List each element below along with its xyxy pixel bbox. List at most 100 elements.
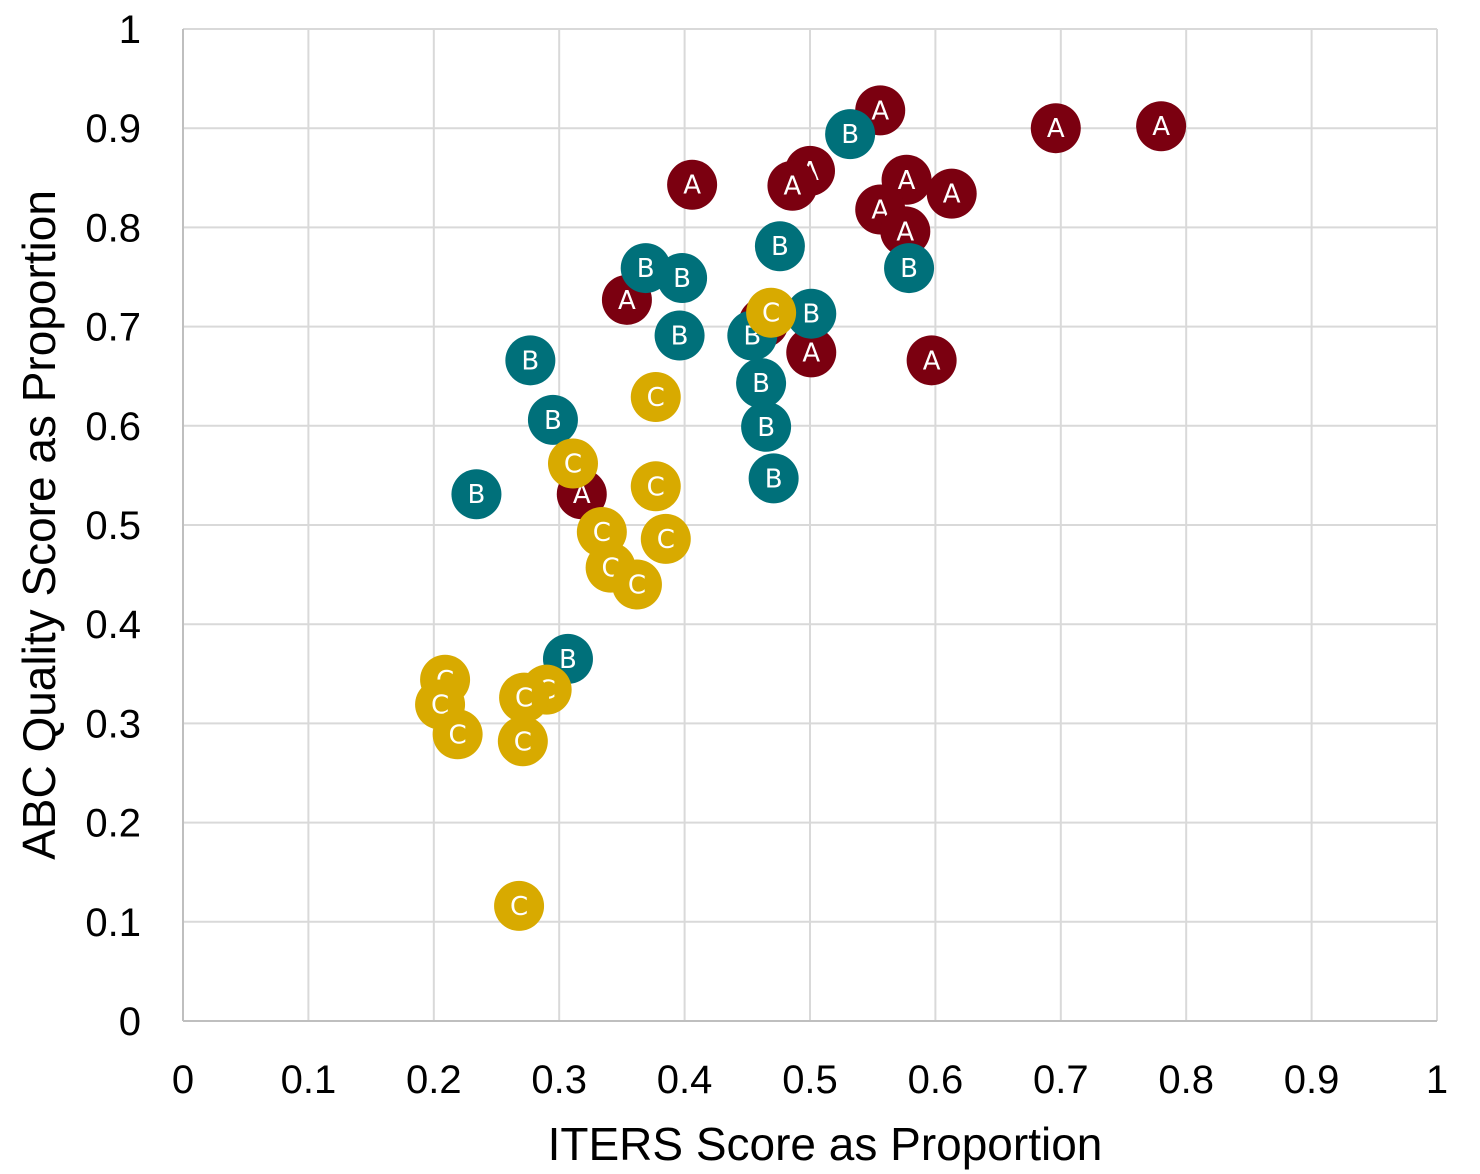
data-point-c: C [432,709,483,760]
data-point-label: B [468,480,486,510]
data-marker [432,709,483,760]
data-marker [926,168,977,219]
data-point-label: C [564,449,582,479]
data-point-a: A [786,327,837,378]
axes [182,29,1437,1022]
x-axis-title: ITERS Score as Proportion [548,1118,1103,1170]
data-marker [499,672,550,723]
data-point-a: A [767,160,818,211]
data-point-b: B [741,401,792,452]
x-tick-label: 1 [1426,1058,1448,1102]
x-tick-label: 0.3 [531,1058,587,1102]
data-marker [884,243,935,294]
data-point-b: B [754,221,805,272]
data-marker [654,310,705,361]
data-point-c: C [630,461,681,512]
data-marker [667,159,718,210]
data-point-c: C [547,438,598,489]
x-tick-label: 0.1 [281,1058,337,1102]
data-point-label: B [757,413,775,443]
data-point-label: A [618,286,636,316]
data-marker [494,880,545,931]
data-marker [505,335,556,386]
data-point-label: A [1152,112,1170,142]
data-marker [547,438,598,489]
y-axis-title: ABC Quality Score as Proportion [13,190,65,860]
data-point-label: B [765,464,783,494]
data-point-label: C [762,299,780,329]
x-tick-label: 0.6 [908,1058,964,1102]
data-marker [767,160,818,211]
data-point-label: C [593,518,611,548]
data-point-label: A [683,171,701,201]
data-point-label: B [802,300,820,330]
data-point-label: B [841,120,859,150]
data-point-label: A [784,172,802,202]
x-tick-labels: 0 0.1 0.2 0.3 0.4 0.5 0.6 0.7 0.8 0.9 1 [172,1058,1448,1102]
data-point-c: C [640,513,691,564]
y-tick-label: 0.3 [85,702,141,746]
data-point-label: B [637,254,655,284]
data-marker [825,109,876,160]
data-marker [786,288,837,339]
data-marker [497,716,548,767]
y-tick-labels: 0 0.1 0.2 0.3 0.4 0.5 0.6 0.7 0.8 0.9 1 [85,8,141,1044]
data-point-c: C [611,559,662,610]
x-tick-label: 0.4 [657,1058,713,1102]
data-point-label: B [671,322,689,352]
data-point-label: C [449,720,467,750]
data-point-label: C [657,525,675,555]
data-point-label: B [559,645,577,675]
data-point-b: B [505,335,556,386]
y-tick-label: 1 [119,8,141,52]
data-point-a: A [1136,101,1187,152]
data-marker [527,394,578,445]
data-point-label: B [544,406,562,436]
data-point-label: A [896,217,914,247]
data-point-b: B [825,109,876,160]
y-tick-label: 0.5 [85,504,141,548]
y-tick-label: 0.1 [85,901,141,945]
data-marker [611,559,662,610]
data-point-label: C [515,684,533,714]
data-point-label: B [673,264,691,294]
data-marker [748,453,799,504]
x-tick-label: 0.8 [1158,1058,1214,1102]
data-point-b: B [736,358,787,409]
y-tick-label: 0.7 [85,306,141,350]
data-point-label: C [647,383,665,413]
data-marker [786,327,837,378]
data-point-label: A [923,346,941,376]
data-marker [880,206,931,257]
data-marker [1136,101,1187,152]
data-point-a: A [880,206,931,257]
data-point-a: A [926,168,977,219]
data-point-a: A [667,159,718,210]
data-marker [640,513,691,564]
data-point-a: A [1030,103,1081,154]
x-tick-label: 0 [172,1058,194,1102]
data-point-b: B [527,394,578,445]
data-point-label: C [628,571,646,601]
data-point-label: A [871,96,889,126]
data-point-label: B [752,369,770,399]
data-point-c: C [746,287,797,338]
data-marker [630,372,681,423]
x-tick-label: 0.7 [1033,1058,1089,1102]
y-tick-label: 0.8 [85,206,141,250]
data-point-a: A [906,335,957,386]
y-tick-label: 0.9 [85,107,141,151]
data-marker [906,335,957,386]
data-point-b: B [654,310,705,361]
y-tick-label: 0.6 [85,405,141,449]
data-point-c: C [630,372,681,423]
data-point-b: B [451,469,502,520]
data-point-c: C [499,672,550,723]
data-point-label: C [514,727,532,757]
y-tick-label: 0.4 [85,603,141,647]
data-point-b: B [657,252,708,303]
data-point-label: A [898,166,916,196]
data-point-c: C [494,880,545,931]
data-marker [736,358,787,409]
data-point-label: C [647,472,665,502]
